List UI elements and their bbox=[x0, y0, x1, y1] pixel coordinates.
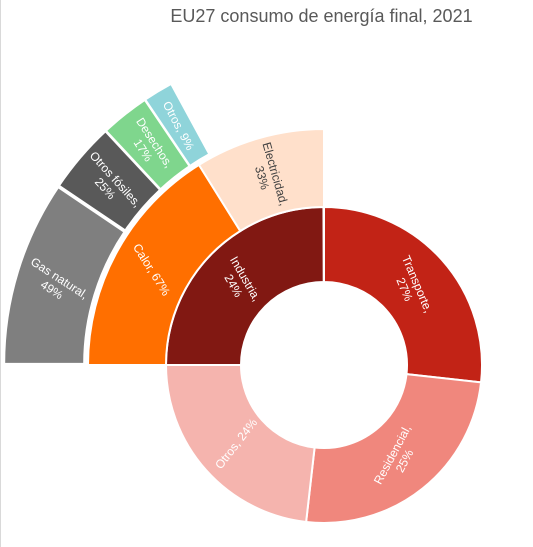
segment-otros-9 bbox=[143, 82, 211, 168]
segment-transporte bbox=[323, 205, 483, 384]
segment-electricidad bbox=[197, 127, 325, 233]
segment-otros-24 bbox=[164, 364, 316, 524]
segment-residencial bbox=[305, 373, 483, 524]
frame-border bbox=[0, 0, 1, 547]
chart-title: EU27 consumo de energía final, 2021 bbox=[170, 6, 473, 26]
segment-gas-natural bbox=[3, 185, 126, 365]
